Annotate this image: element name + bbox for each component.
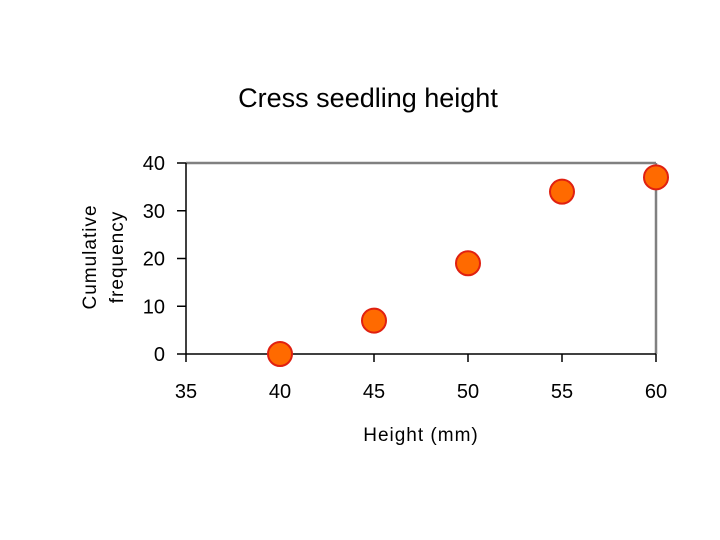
x-axis-label: Height (mm) bbox=[363, 425, 479, 446]
data-point-3 bbox=[455, 250, 481, 277]
x-tick-label-50: 50 bbox=[457, 381, 479, 403]
y-tick-label-0: 0 bbox=[154, 344, 165, 366]
x-tick-label-45: 45 bbox=[363, 381, 385, 403]
plot-area: 0 10 20 30 40 35 40 45 50 55 60 bbox=[143, 153, 669, 403]
data-point-5 bbox=[643, 164, 669, 191]
y-axis-label-line-2: frequency bbox=[107, 211, 128, 303]
y-tick-label-40: 40 bbox=[143, 153, 165, 175]
data-point-1 bbox=[267, 341, 293, 367]
y-tick-label-20: 20 bbox=[143, 249, 165, 271]
y-tick-label-30: 30 bbox=[143, 201, 165, 223]
y-axis-label: Cumulative frequency bbox=[80, 204, 128, 309]
x-tick-label-55: 55 bbox=[551, 381, 573, 403]
data-point-2 bbox=[361, 307, 387, 334]
y-axis-label-line-1: Cumulative bbox=[80, 204, 101, 309]
chart-title: Cress seedling height bbox=[238, 83, 498, 113]
y-tick-label-10: 10 bbox=[143, 296, 165, 318]
x-tick-label-40: 40 bbox=[269, 381, 291, 403]
x-tick-label-35: 35 bbox=[175, 381, 197, 403]
x-tick-label-60: 60 bbox=[645, 381, 667, 403]
data-point-4 bbox=[549, 178, 575, 205]
